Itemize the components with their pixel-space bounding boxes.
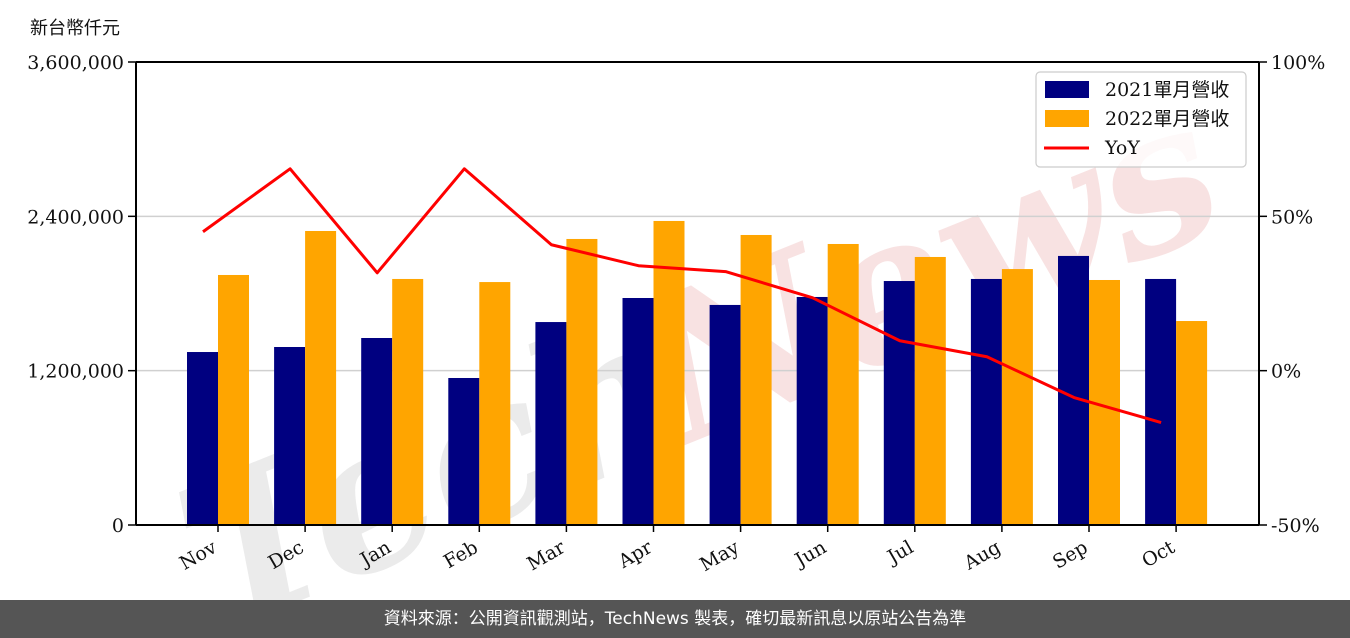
svg-text:0: 0: [112, 515, 124, 537]
svg-text:Apr: Apr: [614, 536, 657, 573]
bar-2021-apr: [622, 298, 654, 525]
svg-text:Jul: Jul: [882, 536, 917, 569]
svg-text:2022單月營收: 2022單月營收: [1105, 108, 1229, 130]
svg-text:0%: 0%: [1271, 361, 1301, 383]
svg-text:-50%: -50%: [1271, 515, 1320, 537]
svg-text:100%: 100%: [1271, 52, 1325, 74]
bar-2021-jul: [883, 281, 915, 525]
bar-2021-aug: [970, 278, 1002, 525]
bar-2022-jan: [392, 278, 424, 525]
svg-text:2021單月營收: 2021單月營收: [1105, 79, 1229, 101]
svg-text:3,600,000: 3,600,000: [27, 52, 124, 74]
svg-text:May: May: [696, 536, 743, 576]
bar-2021-jan: [361, 337, 393, 525]
svg-text:Jun: Jun: [790, 536, 831, 572]
bar-2021-feb: [448, 377, 480, 525]
bar-2022-jun: [827, 243, 859, 525]
bar-2021-nov: [187, 352, 218, 525]
bar-2021-dec: [274, 347, 306, 525]
bar-2022-dec: [305, 230, 337, 525]
bar-series: [187, 220, 1208, 526]
legend: 2021單月營收 2022單月營收 YoY: [1035, 71, 1247, 168]
bar-2022-mar: [566, 238, 598, 526]
svg-text:50%: 50%: [1271, 206, 1313, 228]
bar-2022-oct: [1176, 321, 1208, 525]
svg-text:Aug: Aug: [960, 536, 1005, 575]
bar-2021-may: [709, 304, 741, 525]
yoy-line: [202, 167, 1162, 424]
svg-text:Sep: Sep: [1049, 536, 1092, 573]
y-axis-unit-label: 新台幣仟元: [30, 18, 120, 39]
bar-2021-jun: [796, 296, 828, 525]
bar-2022-nov: [218, 274, 249, 525]
svg-text:YoY: YoY: [1104, 137, 1140, 159]
revenue-chart: TechNews 01,200,0002,400,0003,600,000-50…: [27, 50, 1325, 600]
bar-2022-jul: [914, 256, 946, 525]
bar-2022-apr: [653, 220, 685, 526]
bar-2021-mar: [535, 322, 567, 525]
bar-2022-feb: [479, 282, 511, 525]
svg-text:2,400,000: 2,400,000: [27, 206, 124, 228]
source-footer: 資料來源：公開資訊觀測站，TechNews 製表，確切最新訊息以原站公告為準: [0, 600, 1350, 638]
bar-2022-aug: [1001, 269, 1033, 525]
svg-text:Oct: Oct: [1138, 536, 1179, 572]
bar-2021-oct: [1145, 278, 1177, 525]
bar-2021-sep: [1058, 255, 1089, 525]
svg-text:1,200,000: 1,200,000: [27, 361, 124, 383]
